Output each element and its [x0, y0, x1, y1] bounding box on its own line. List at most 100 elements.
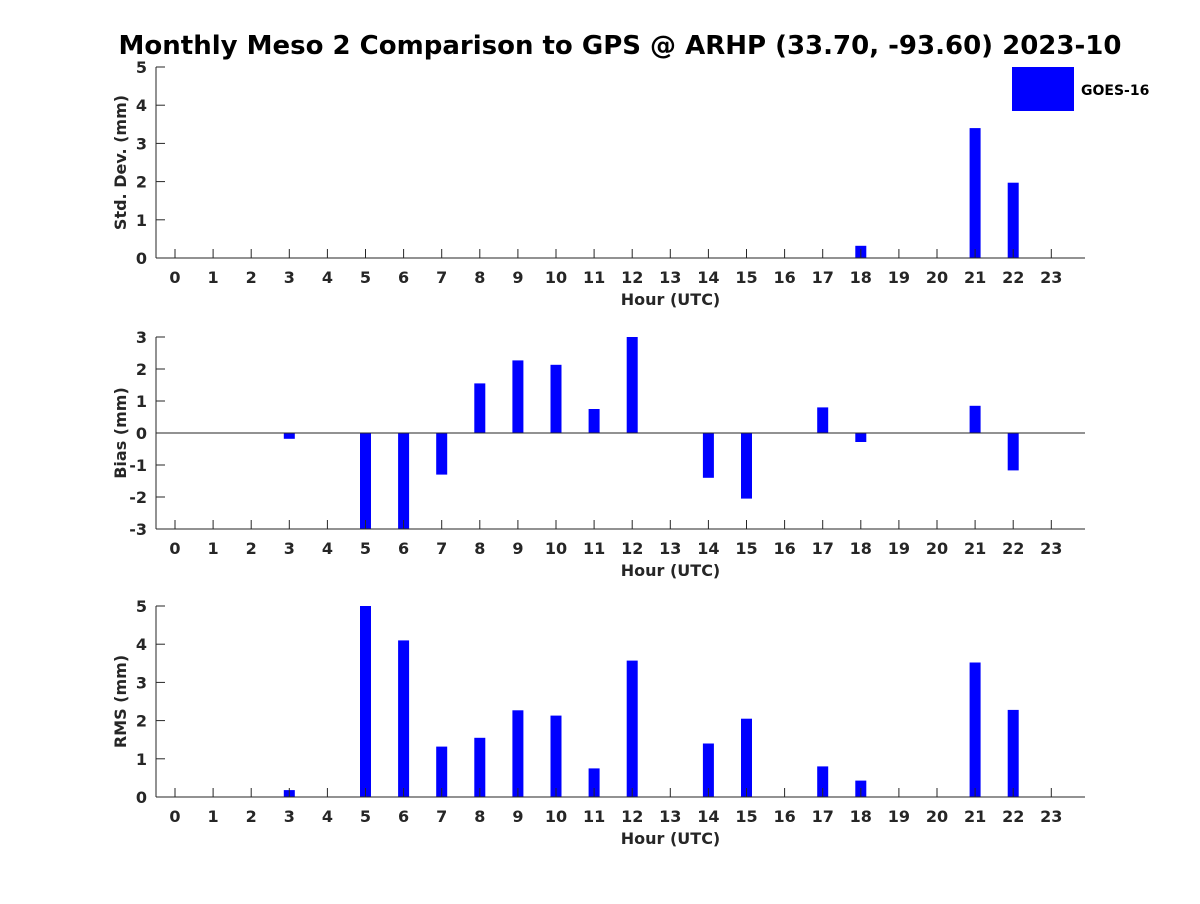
y-tick-label: 0 — [136, 249, 147, 268]
x-tick-label: 11 — [583, 539, 605, 558]
x-tick-label: 23 — [1040, 268, 1062, 287]
x-tick-label: 2 — [246, 268, 257, 287]
x-tick-label: 23 — [1040, 807, 1062, 826]
x-tick-label: 19 — [888, 268, 910, 287]
bar-3-hour-17 — [817, 766, 829, 797]
x-tick-label: 6 — [398, 539, 409, 558]
x-tick-label: 7 — [436, 539, 447, 558]
x-tick-label: 0 — [169, 539, 180, 558]
x-tick-label: 21 — [964, 807, 986, 826]
x-tick-label: 20 — [926, 539, 948, 558]
y-tick-label: 0 — [136, 788, 147, 807]
y-tick-label: 3 — [136, 673, 147, 692]
x-tick-label: 15 — [735, 807, 757, 826]
bar-2-hour-3 — [283, 433, 295, 439]
bar-3-hour-15 — [741, 718, 752, 797]
y-tick-label: 5 — [136, 597, 147, 616]
legend-swatch — [1012, 67, 1074, 111]
x-tick-label: 15 — [735, 268, 757, 287]
x-tick-label: 8 — [474, 807, 485, 826]
bar-3-hour-7 — [436, 746, 448, 797]
x-tick-label: 4 — [322, 268, 333, 287]
bar-3-hour-11 — [588, 768, 600, 797]
x-tick-label: 23 — [1040, 539, 1062, 558]
x-tick-label: 13 — [659, 268, 681, 287]
bar-2-hour-17 — [817, 407, 829, 433]
x-tick-label: 22 — [1002, 807, 1024, 826]
x-tick-label: 10 — [545, 807, 567, 826]
bar-2-hour-10 — [550, 364, 562, 433]
y-tick-label: 4 — [136, 635, 147, 654]
x-tick-label: 16 — [773, 539, 795, 558]
subplot-2: 0 1 2 3 4 5 6 7 8 9 10 11 12 13 14 15 16 17 18 19 20 21 22 23-3… — [111, 328, 1085, 580]
bar-3-hour-8 — [474, 737, 486, 797]
x-tick-label: 12 — [621, 268, 643, 287]
x-tick-label: 10 — [545, 539, 567, 558]
bar-3-hour-10 — [550, 715, 562, 797]
bar-2-hour-15 — [741, 433, 752, 499]
y-tick-label: 1 — [136, 392, 147, 411]
y-tick-label: 3 — [136, 328, 147, 347]
x-tick-label: 8 — [474, 539, 485, 558]
x-tick-label: 11 — [583, 268, 605, 287]
x-tick-label: 18 — [850, 268, 872, 287]
x-tick-label: 0 — [169, 268, 180, 287]
bar-1-hour-21 — [969, 128, 981, 258]
legend-label: GOES-16 — [1081, 83, 1149, 99]
x-tick-label: 4 — [322, 807, 333, 826]
x-tick-label: 14 — [697, 807, 719, 826]
y-axis-label: RMS (mm) — [111, 655, 130, 748]
x-tick-label: 1 — [208, 539, 219, 558]
x-tick-label: 5 — [360, 807, 371, 826]
x-tick-label: 22 — [1002, 539, 1024, 558]
bar-3-hour-9 — [512, 710, 524, 797]
x-tick-label: 17 — [812, 539, 834, 558]
bar-3-hour-12 — [626, 660, 638, 797]
x-tick-label: 10 — [545, 268, 567, 287]
x-tick-label: 7 — [436, 807, 447, 826]
subplot-3: 0 1 2 3 4 5 6 7 8 9 10 11 12 13 14 15 16 17 18 19 20 21 22 2301… — [111, 597, 1085, 848]
bar-2-hour-9 — [512, 360, 524, 433]
y-tick-label: 0 — [136, 424, 147, 443]
x-tick-label: 11 — [583, 807, 605, 826]
y-tick-label: 2 — [136, 712, 147, 731]
x-tick-label: 7 — [436, 268, 447, 287]
x-axis-label: Hour (UTC) — [621, 829, 721, 848]
x-tick-label: 16 — [773, 268, 795, 287]
x-tick-label: 20 — [926, 268, 948, 287]
x-tick-label: 0 — [169, 807, 180, 826]
x-tick-label: 9 — [512, 807, 523, 826]
bar-2-hour-7 — [436, 433, 448, 475]
x-tick-label: 6 — [398, 268, 409, 287]
x-tick-label: 8 — [474, 268, 485, 287]
y-tick-label: 2 — [136, 173, 147, 192]
x-tick-label: 21 — [964, 268, 986, 287]
x-axis-label: Hour (UTC) — [621, 290, 721, 309]
x-tick-label: 12 — [621, 539, 643, 558]
x-tick-label: 13 — [659, 807, 681, 826]
x-tick-label: 13 — [659, 539, 681, 558]
x-tick-label: 14 — [697, 268, 719, 287]
x-tick-label: 3 — [284, 807, 295, 826]
bar-2-hour-6 — [398, 433, 410, 529]
y-axis-label: Std. Dev. (mm) — [111, 95, 130, 230]
legend: GOES-16 — [1012, 67, 1149, 111]
x-tick-label: 6 — [398, 807, 409, 826]
bar-1-hour-22 — [1007, 182, 1019, 258]
x-tick-label: 17 — [812, 807, 834, 826]
chart-title: Monthly Meso 2 Comparison to GPS @ ARHP … — [119, 31, 1122, 61]
bar-3-hour-22 — [1007, 709, 1019, 797]
x-tick-label: 14 — [697, 539, 719, 558]
bar-2-hour-14 — [702, 433, 714, 478]
subplot-1: 0 1 2 3 4 5 6 7 8 9 10 11 12 13 14 15 16 17 18 19 20 21 22 2301… — [111, 58, 1085, 309]
x-tick-label: 1 — [208, 268, 219, 287]
y-tick-label: 3 — [136, 134, 147, 153]
bar-2-hour-11 — [588, 409, 600, 433]
x-tick-label: 4 — [322, 539, 333, 558]
y-tick-label: -2 — [129, 488, 147, 507]
x-tick-label: 5 — [360, 268, 371, 287]
x-tick-label: 9 — [512, 268, 523, 287]
x-tick-label: 22 — [1002, 268, 1024, 287]
x-tick-label: 5 — [360, 539, 371, 558]
